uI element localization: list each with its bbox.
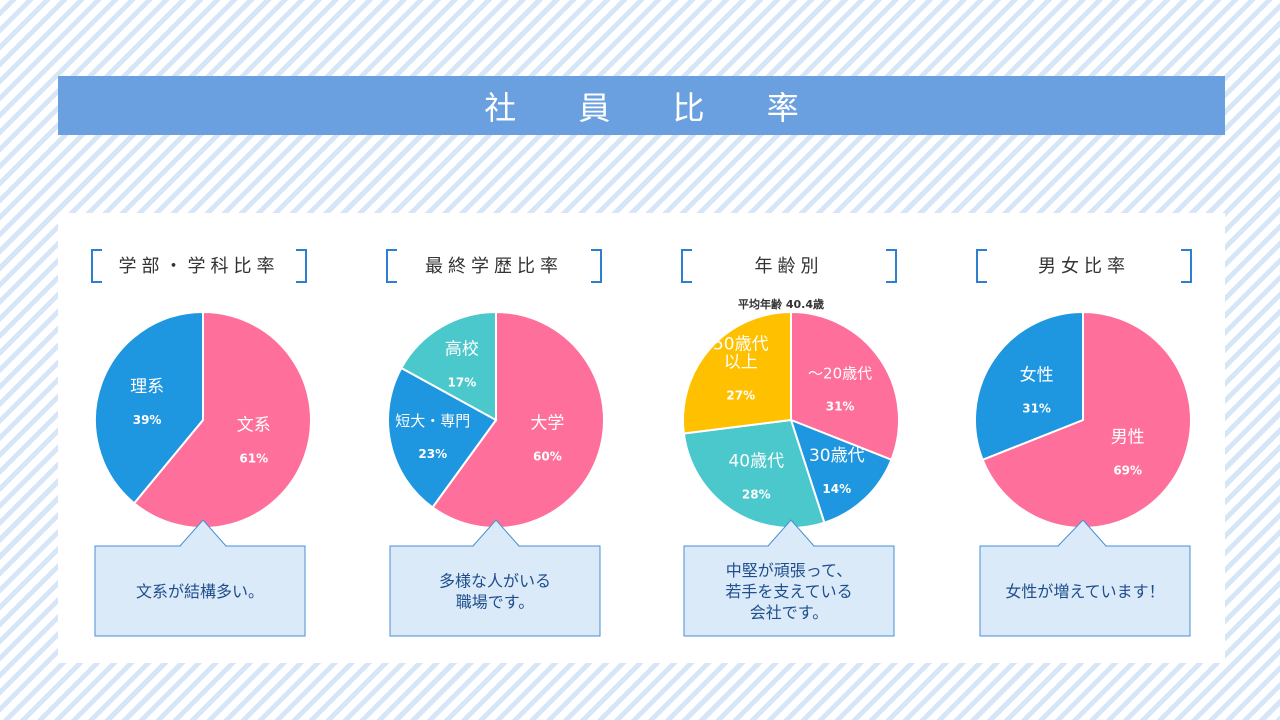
- slice-label: 理系: [130, 377, 164, 397]
- pie-slice: [682, 418, 826, 529]
- slice-label: 大学: [530, 414, 564, 434]
- callout-text: 文系が結構多い。: [136, 582, 264, 601]
- callout-pointer-outline: [1057, 519, 1107, 547]
- slice-percent: 23%: [418, 447, 447, 461]
- average-age-note: 平均年齢 40.4歳: [738, 298, 824, 311]
- title-bar: 社 員 比 率: [58, 76, 1225, 135]
- callout-pointer: [768, 520, 814, 547]
- callout-text: 職場です。: [456, 593, 534, 612]
- slice-label: 30歳代: [809, 446, 865, 466]
- slice-percent: 31%: [826, 400, 855, 414]
- slice-label: 短大・専門: [395, 412, 470, 430]
- pie-chart-3: 男性 69% 女性 31%: [974, 310, 1192, 529]
- callout-pointer: [473, 520, 519, 547]
- slice-percent: 17%: [448, 375, 477, 389]
- slice-percent: 28%: [742, 488, 771, 502]
- pie-slice: [94, 310, 204, 505]
- slice-label: 男性: [1111, 427, 1145, 447]
- callout-box: [979, 545, 1191, 637]
- pie-slice: [682, 310, 792, 435]
- slice-percent: 61%: [239, 451, 268, 465]
- pie-slice: [431, 310, 606, 529]
- callout-box: [94, 545, 306, 637]
- pie-slice: [400, 310, 497, 422]
- callout-pointer-outline: [767, 519, 815, 547]
- chart-title-faculty: 学部・学科比率: [91, 249, 307, 283]
- callout-text: 中堅が頑張って、: [726, 561, 852, 580]
- slice-percent: 27%: [726, 389, 755, 403]
- slice-label: 高校: [445, 339, 479, 359]
- callout-3: 女性が増えています！: [979, 519, 1191, 637]
- callout-pointer: [1058, 520, 1106, 547]
- chart-title-education: 最終学歴比率: [386, 249, 602, 283]
- callout-box: [389, 545, 601, 637]
- chart-title-gender: 男女比率: [976, 249, 1192, 283]
- callout-text: 会社です。: [750, 603, 828, 622]
- slice-label: ～20歳代: [808, 365, 872, 383]
- callout-text: 多様な人がいる: [439, 572, 551, 591]
- callout-pointer-outline: [472, 519, 520, 547]
- slice-percent: 39%: [133, 413, 162, 427]
- pie-chart-1: 大学 60% 短大・専門 23% 高校 17%: [387, 310, 606, 529]
- slice-percent: 60%: [533, 450, 562, 464]
- slice-label: 50歳代: [713, 335, 769, 355]
- callout-0: 文系が結構多い。: [94, 519, 306, 637]
- slice-label: 40歳代: [728, 452, 784, 472]
- slice-percent: 69%: [1113, 463, 1142, 477]
- slice-label: 以上: [724, 353, 758, 373]
- slice-percent: 14%: [822, 482, 851, 496]
- slice-label: 文系: [237, 415, 271, 435]
- pie-slice: [132, 310, 312, 529]
- callout-text: 若手を支えている: [725, 582, 852, 601]
- callout-pointer: [180, 520, 226, 547]
- slice-percent: 31%: [1022, 401, 1051, 415]
- pie-slice: [790, 310, 900, 462]
- pie-chart-0: 文系 61% 理系 39%: [94, 310, 312, 529]
- pie-slice: [981, 310, 1192, 529]
- callout-text: 女性が増えています！: [1005, 582, 1164, 601]
- pie-slice: [387, 366, 498, 509]
- callout-pointer-outline: [179, 519, 227, 547]
- page-title: 社 員 比 率: [484, 88, 825, 127]
- chart-title-age: 年齢別: [681, 249, 897, 283]
- pie-slice: [974, 310, 1084, 462]
- slice-label: 女性: [1020, 365, 1054, 385]
